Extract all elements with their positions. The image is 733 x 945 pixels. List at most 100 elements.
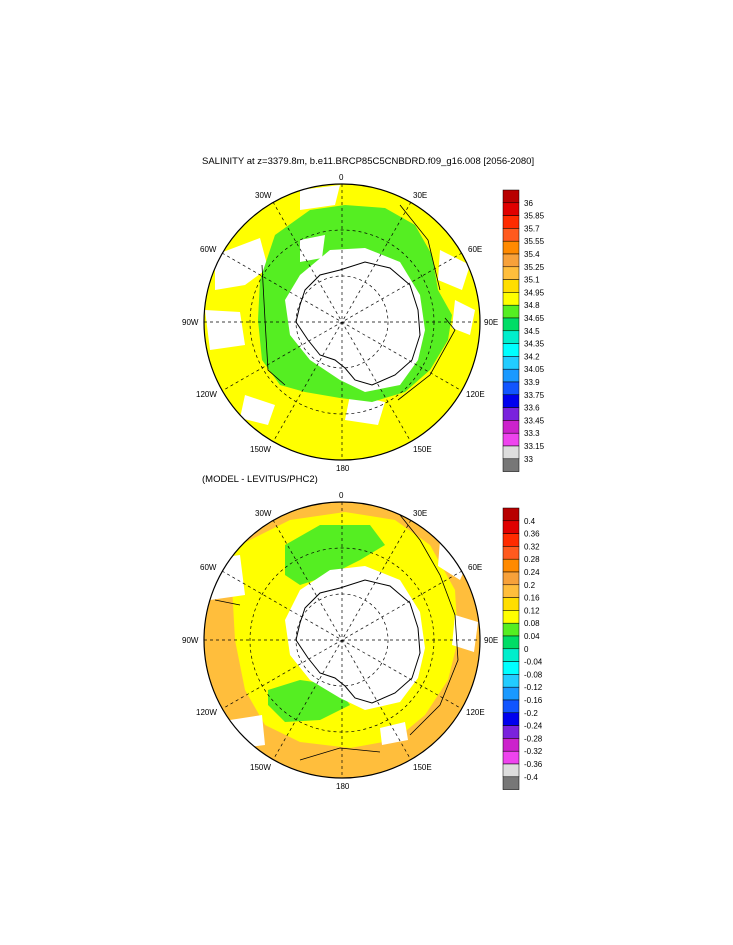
colorbar-swatch: [502, 445, 520, 460]
colorbar-label: 35.85: [524, 212, 545, 221]
colorbar-label: 33.6: [524, 404, 540, 413]
colorbar-swatch: [502, 381, 520, 396]
colorbar-swatch: [502, 407, 520, 421]
colorbar-swatch: [502, 776, 520, 790]
colorbar-label: -0.08: [524, 670, 543, 679]
colorbar-label: 33.15: [524, 442, 545, 451]
colorbar-label: -0.4: [524, 773, 538, 782]
colorbar-swatch: [502, 356, 520, 370]
top-polar-map: 0 180 90W 90E 30W 60W 30E 60E 120W 150W …: [182, 173, 498, 473]
colorbar-swatch: [502, 597, 520, 611]
colorbar-label: -0.2: [524, 709, 538, 718]
colorbar-swatch: [502, 763, 520, 778]
bottom-nodata-patch: [205, 555, 245, 600]
colorbar-swatch: [502, 738, 520, 752]
bottom-label-90e: 90E: [484, 636, 498, 645]
colorbar-label: 0.12: [524, 606, 540, 615]
colorbar-label: -0.24: [524, 722, 543, 731]
top-nodata-patch: [205, 310, 245, 350]
colorbar-swatch: [502, 674, 520, 688]
colorbar-swatch: [502, 330, 520, 344]
colorbar-swatch: [502, 533, 520, 547]
colorbar-swatch: [502, 750, 520, 765]
colorbar-swatch: [502, 253, 520, 268]
bottom-colorbar: 0.4 0.36 0.32 0.28 0.24 0.2 0.16 0.12 0.08 0.04 0 -…: [502, 507, 543, 790]
colorbar-swatch: [502, 571, 520, 586]
colorbar-label: 34.5: [524, 327, 540, 336]
colorbar-label: 35.1: [524, 276, 540, 285]
colorbar-swatch: [502, 686, 520, 701]
colorbar-label: 0.24: [524, 568, 540, 577]
colorbar-swatch: [502, 420, 520, 434]
colorbar-label: -0.12: [524, 683, 543, 692]
colorbar-label: 0.4: [524, 517, 536, 526]
colorbar-swatch: [502, 317, 520, 332]
colorbar-swatch: [502, 228, 520, 242]
colorbar-swatch: [502, 699, 520, 714]
top-label-90w: 90W: [182, 318, 199, 327]
bottom-label-60w: 60W: [200, 563, 217, 572]
colorbar-swatch: [502, 292, 520, 306]
colorbar-label: 34.95: [524, 288, 545, 297]
colorbar-swatch: [502, 279, 520, 293]
top-label-120w: 120W: [196, 390, 217, 399]
bottom-map-title: (MODEL - LEVITUS/PHC2): [202, 474, 318, 485]
colorbar-swatch: [502, 304, 520, 319]
top-nodata-patch: [345, 395, 385, 425]
top-contour-line: [261, 204, 456, 401]
bottom-label-120w: 120W: [196, 708, 217, 717]
bottom-label-150e: 150E: [413, 763, 432, 772]
top-label-60w: 60W: [200, 245, 217, 254]
colorbar-label: 0.36: [524, 530, 540, 539]
bottom-label-150w: 150W: [250, 763, 271, 772]
top-label-150e: 150E: [413, 445, 432, 454]
bottom-graticule: [204, 502, 480, 778]
bottom-antarctica-coast: [295, 579, 421, 704]
colorbar-label: -0.04: [524, 658, 543, 667]
bottom-polar-map: 0 180 90W 90E 30W 60W 30E 60E 120W 150W …: [182, 491, 498, 791]
colorbar-swatch: [502, 507, 520, 522]
colorbar-label: 34.2: [524, 352, 540, 361]
colorbar-swatch: [502, 546, 520, 560]
colorbar-label: 33.9: [524, 378, 540, 387]
colorbar-label: 0.2: [524, 581, 536, 590]
colorbar-swatch: [502, 584, 520, 598]
top-label-60e: 60E: [468, 245, 482, 254]
top-nodata-patch: [300, 235, 325, 262]
colorbar-swatch: [502, 635, 520, 650]
top-label-150w: 150W: [250, 445, 271, 454]
bottom-nodata-patch: [230, 715, 265, 748]
colorbar-swatch: [502, 648, 520, 662]
colorbar-swatch: [502, 202, 520, 216]
colorbar-label: 0.32: [524, 542, 540, 551]
colorbar-swatch: [502, 368, 520, 383]
top-map-title: SALINITY at z=3379.8m, b.e11.BRCP85C5CNB…: [202, 156, 535, 167]
colorbar-swatch: [502, 712, 520, 726]
top-nodata-patch: [452, 300, 475, 335]
top-nodata-patch: [240, 395, 275, 425]
bottom-nodata-inner: [285, 566, 425, 710]
colorbar-label: 0: [524, 645, 529, 654]
colorbar-label: 0.28: [524, 555, 540, 564]
bottom-label-120e: 120E: [466, 708, 485, 717]
colorbar-label: 35.55: [524, 237, 545, 246]
bottom-label-30e: 30E: [413, 509, 427, 518]
top-nodata-patch: [300, 185, 340, 210]
colorbar-swatch: [502, 610, 520, 624]
colorbar-label: 35.4: [524, 250, 540, 259]
top-label-30e: 30E: [413, 191, 427, 200]
top-label-90e: 90E: [484, 318, 498, 327]
top-label-120e: 120E: [466, 390, 485, 399]
colorbar-swatch: [502, 558, 520, 573]
top-label-30w: 30W: [255, 191, 272, 200]
colorbar-swatch: [502, 240, 520, 255]
bottom-field-inner: [285, 525, 385, 585]
colorbar-swatch: [502, 394, 520, 408]
bottom-label-0: 0: [339, 491, 344, 500]
top-antarctica-coast: [295, 261, 421, 386]
top-label-180: 180: [336, 464, 350, 473]
colorbar-label: 0.04: [524, 632, 540, 641]
colorbar-label: -0.28: [524, 734, 543, 743]
colorbar-swatch: [502, 343, 520, 357]
